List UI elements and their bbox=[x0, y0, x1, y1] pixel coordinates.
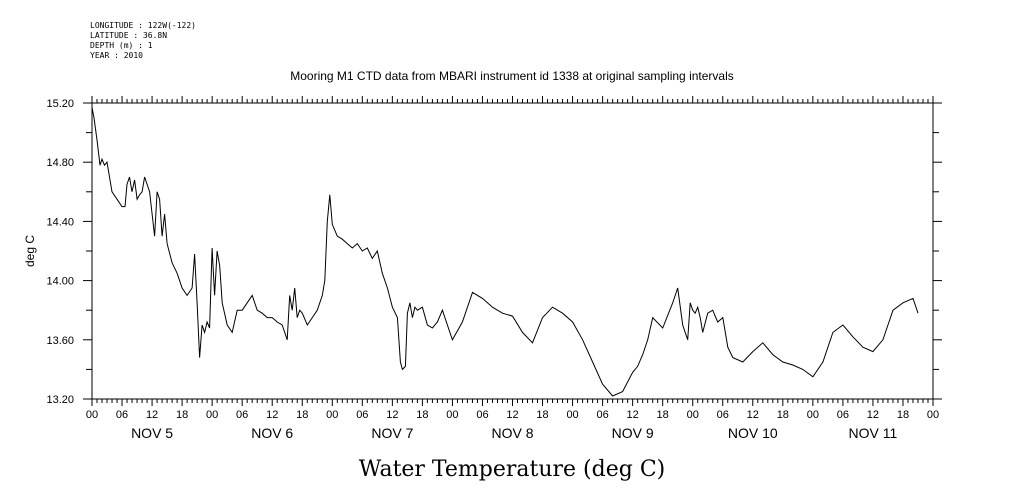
x-tick-labels: 00 06 12 18 00 06 12 18 00 06 12 18 00 06 12 18 00 06 12 18… bbox=[86, 409, 939, 421]
day-label: NOV 6 bbox=[251, 425, 293, 441]
x-tick-label: 00 bbox=[86, 409, 98, 421]
x-tick-label: 00 bbox=[687, 409, 699, 421]
x-tick-label: 06 bbox=[596, 409, 608, 421]
y-tick-labels: 13.20 13.60 14.00 14.40 14.80 15.20 bbox=[46, 98, 74, 406]
x-tick-label: 18 bbox=[777, 409, 789, 421]
x-tick-label: 18 bbox=[897, 409, 909, 421]
x-tick-label: 06 bbox=[717, 409, 729, 421]
day-label: NOV 9 bbox=[612, 425, 654, 441]
x-tick-label: 06 bbox=[356, 409, 368, 421]
temperature-series-line bbox=[91, 107, 919, 397]
x-tick-label: 18 bbox=[657, 409, 669, 421]
axis-ticks bbox=[83, 96, 942, 406]
day-label: NOV 5 bbox=[131, 425, 173, 441]
depth-label: DEPTH (m) : 1 bbox=[90, 41, 153, 50]
x-tick-label: 12 bbox=[867, 409, 879, 421]
y-axis-label: deg C bbox=[23, 235, 37, 267]
x-tick-label: 00 bbox=[566, 409, 578, 421]
day-label: NOV 7 bbox=[371, 425, 413, 441]
y-tick-label: 14.80 bbox=[46, 157, 74, 169]
x-tick-label: 12 bbox=[506, 409, 518, 421]
day-label: NOV 10 bbox=[728, 425, 778, 441]
x-tick-label: 00 bbox=[927, 409, 939, 421]
x-tick-label: 00 bbox=[446, 409, 458, 421]
y-tick-label: 13.20 bbox=[46, 394, 74, 406]
chart-title: Mooring M1 CTD data from MBARI instrumen… bbox=[290, 69, 734, 83]
x-tick-label: 18 bbox=[176, 409, 188, 421]
x-tick-label: 18 bbox=[416, 409, 428, 421]
x-tick-label: 18 bbox=[296, 409, 308, 421]
y-tick-label: 15.20 bbox=[46, 98, 74, 110]
x-tick-label: 12 bbox=[146, 409, 158, 421]
x-tick-label: 06 bbox=[116, 409, 128, 421]
x-tick-label: 12 bbox=[627, 409, 639, 421]
x-tick-label: 00 bbox=[206, 409, 218, 421]
x-tick-label: 12 bbox=[386, 409, 398, 421]
x-tick-label: 06 bbox=[476, 409, 488, 421]
x-tick-label: 06 bbox=[837, 409, 849, 421]
plot-frame bbox=[91, 102, 934, 400]
day-label: NOV 11 bbox=[849, 425, 898, 441]
y-tick-label: 14.00 bbox=[46, 276, 74, 288]
y-tick-label: 13.60 bbox=[46, 335, 74, 347]
latitude-label: LATITUDE : 36.8N bbox=[90, 31, 168, 40]
day-label: NOV 8 bbox=[491, 425, 533, 441]
location-metadata: LONGITUDE : 122W(-122) LATITUDE : 36.8N … bbox=[90, 21, 196, 61]
x-tick-label: 12 bbox=[266, 409, 278, 421]
x-tick-label: 12 bbox=[747, 409, 759, 421]
day-labels: NOV 5 NOV 6 NOV 7 NOV 8 NOV 9 NOV 10 NOV 11 bbox=[131, 425, 897, 441]
y-tick-label: 14.40 bbox=[46, 216, 74, 228]
x-tick-label: 06 bbox=[236, 409, 248, 421]
x-axis-title: Water Temperature (deg C) bbox=[359, 457, 666, 482]
x-tick-label: 18 bbox=[536, 409, 548, 421]
x-tick-label: 00 bbox=[326, 409, 338, 421]
year-label: YEAR : 2010 bbox=[90, 51, 143, 60]
longitude-label: LONGITUDE : 122W(-122) bbox=[90, 21, 196, 30]
x-tick-label: 00 bbox=[807, 409, 819, 421]
